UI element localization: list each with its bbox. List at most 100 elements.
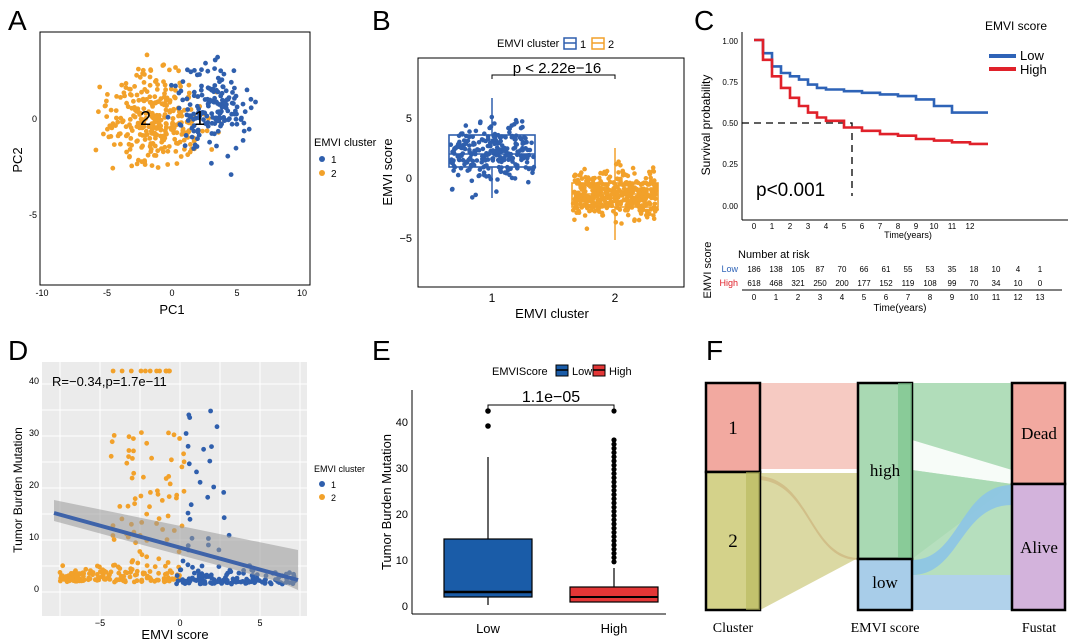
c-risk-cell: 70 (838, 265, 847, 274)
a-point-cluster-2 (97, 84, 103, 90)
b-point-2 (582, 166, 587, 172)
b-point-2 (621, 197, 627, 202)
b-point-2 (577, 201, 583, 207)
c-risk-cell: 108 (923, 279, 937, 288)
b-point-2 (652, 201, 658, 207)
f-axis-label-emvi: EMVI score (851, 621, 920, 636)
a-point-cluster-2 (145, 152, 151, 158)
d-point-cluster-2 (110, 368, 116, 374)
a-point-cluster-1 (187, 102, 193, 107)
d-point-cluster-1 (222, 576, 228, 582)
d-point-cluster-2 (162, 579, 167, 585)
c-xlabel: Time(years) (884, 230, 932, 240)
a-point-cluster-2 (174, 130, 180, 136)
b-point-1 (455, 172, 461, 178)
a-point-cluster-2 (126, 141, 132, 147)
d-point-cluster-2 (59, 573, 65, 578)
b-point-1 (485, 143, 491, 149)
a-point-cluster-2 (165, 162, 171, 167)
c-ytick: 0.25 (722, 160, 738, 169)
d-point-cluster-1 (209, 444, 214, 449)
b-point-1 (469, 178, 475, 184)
a-point-cluster-1 (215, 75, 221, 81)
c-legend-title: EMVI score (985, 19, 1047, 33)
c-risk-cell: 105 (791, 265, 805, 274)
a-point-cluster-2 (147, 82, 153, 88)
d-point-cluster-2 (163, 563, 168, 569)
a-point-cluster-2 (142, 137, 148, 143)
c-xtick: 0 (752, 222, 757, 231)
a-point-cluster-2 (124, 149, 129, 155)
a-point-cluster-1 (217, 115, 223, 121)
a-point-cluster-1 (222, 118, 227, 123)
c-xtick: 5 (842, 222, 847, 231)
a-point-cluster-1 (201, 110, 207, 115)
b-point-1 (466, 157, 472, 162)
d-point-cluster-2 (164, 571, 170, 576)
a-point-cluster-1 (212, 57, 218, 63)
b-point-1 (510, 155, 516, 161)
e-outlier (611, 517, 617, 523)
a-point-cluster-2 (154, 87, 160, 92)
d-point-cluster-1 (194, 469, 199, 475)
c-risk-cell: 0 (1038, 279, 1043, 288)
a-point-cluster-1 (206, 103, 211, 109)
d-point-cluster-2 (157, 368, 163, 374)
d-point-cluster-2 (138, 368, 144, 374)
d-point-cluster-2 (108, 453, 114, 459)
a-point-cluster-1 (221, 71, 227, 77)
b-box-rect (448, 134, 536, 168)
d-point-cluster-1 (208, 408, 214, 414)
a-point-cluster-2 (127, 147, 133, 152)
a-point-cluster-2 (121, 90, 127, 96)
f-node-low (856, 557, 914, 612)
d-point-cluster-2 (149, 455, 155, 461)
e-outlier (611, 441, 617, 447)
a-point-cluster-2 (149, 110, 155, 116)
b-point-1 (502, 145, 507, 151)
b-point-2 (616, 170, 621, 175)
a-point-cluster-2 (147, 136, 153, 141)
b-point-2 (570, 207, 576, 213)
e-outlier (611, 496, 617, 502)
f-node-label-cluster-1: 1 (728, 418, 738, 439)
c-ytick: 0.75 (722, 78, 738, 87)
a-point-cluster-2 (123, 81, 129, 86)
a-point-cluster-2 (108, 134, 114, 139)
b-point-1 (506, 125, 511, 131)
e-outlier (611, 521, 617, 527)
d-point-cluster-2 (134, 572, 140, 577)
c-risk-xtick: 11 (992, 293, 1001, 302)
d-point-cluster-2 (109, 439, 115, 445)
a-point-cluster-1 (189, 134, 195, 140)
b-point-2 (606, 176, 611, 181)
a-xticks: -10 -5 0 5 10 (35, 288, 307, 298)
a-point-cluster-1 (209, 160, 214, 166)
b-point-1 (512, 176, 518, 181)
c-risk-xtick: 4 (840, 293, 845, 302)
c-risk-xlabel: Time(years) (874, 303, 927, 314)
d-point-cluster-2 (166, 577, 171, 582)
c-curve-low (754, 38, 988, 114)
b-point-1 (504, 170, 509, 176)
d-point-cluster-2 (117, 566, 123, 571)
c-risk-cell: 1 (1038, 265, 1043, 274)
a-point-cluster-2 (167, 67, 172, 73)
c-risk-xtick: 1 (774, 293, 779, 302)
c-yticks: 1.00 0.75 0.50 0.25 0.00 (722, 37, 738, 211)
d-point-cluster-1 (199, 563, 205, 569)
a-point-cluster-2 (104, 114, 110, 119)
a-xtick: 0 (169, 288, 174, 298)
a-point-cluster-1 (214, 143, 219, 149)
a-point-cluster-1 (176, 90, 182, 96)
a-point-cluster-2 (160, 149, 166, 155)
a-point-cluster-2 (172, 136, 178, 142)
b-point-2 (637, 208, 642, 213)
c-xtick: 6 (860, 222, 865, 231)
a-point-cluster-1 (197, 72, 202, 77)
b-point-2 (630, 165, 636, 171)
b-point-2 (578, 185, 583, 190)
d-point-cluster-1 (196, 576, 201, 582)
e-outlier (611, 466, 617, 472)
c-risk-ylabel: EMVI score (702, 242, 714, 299)
